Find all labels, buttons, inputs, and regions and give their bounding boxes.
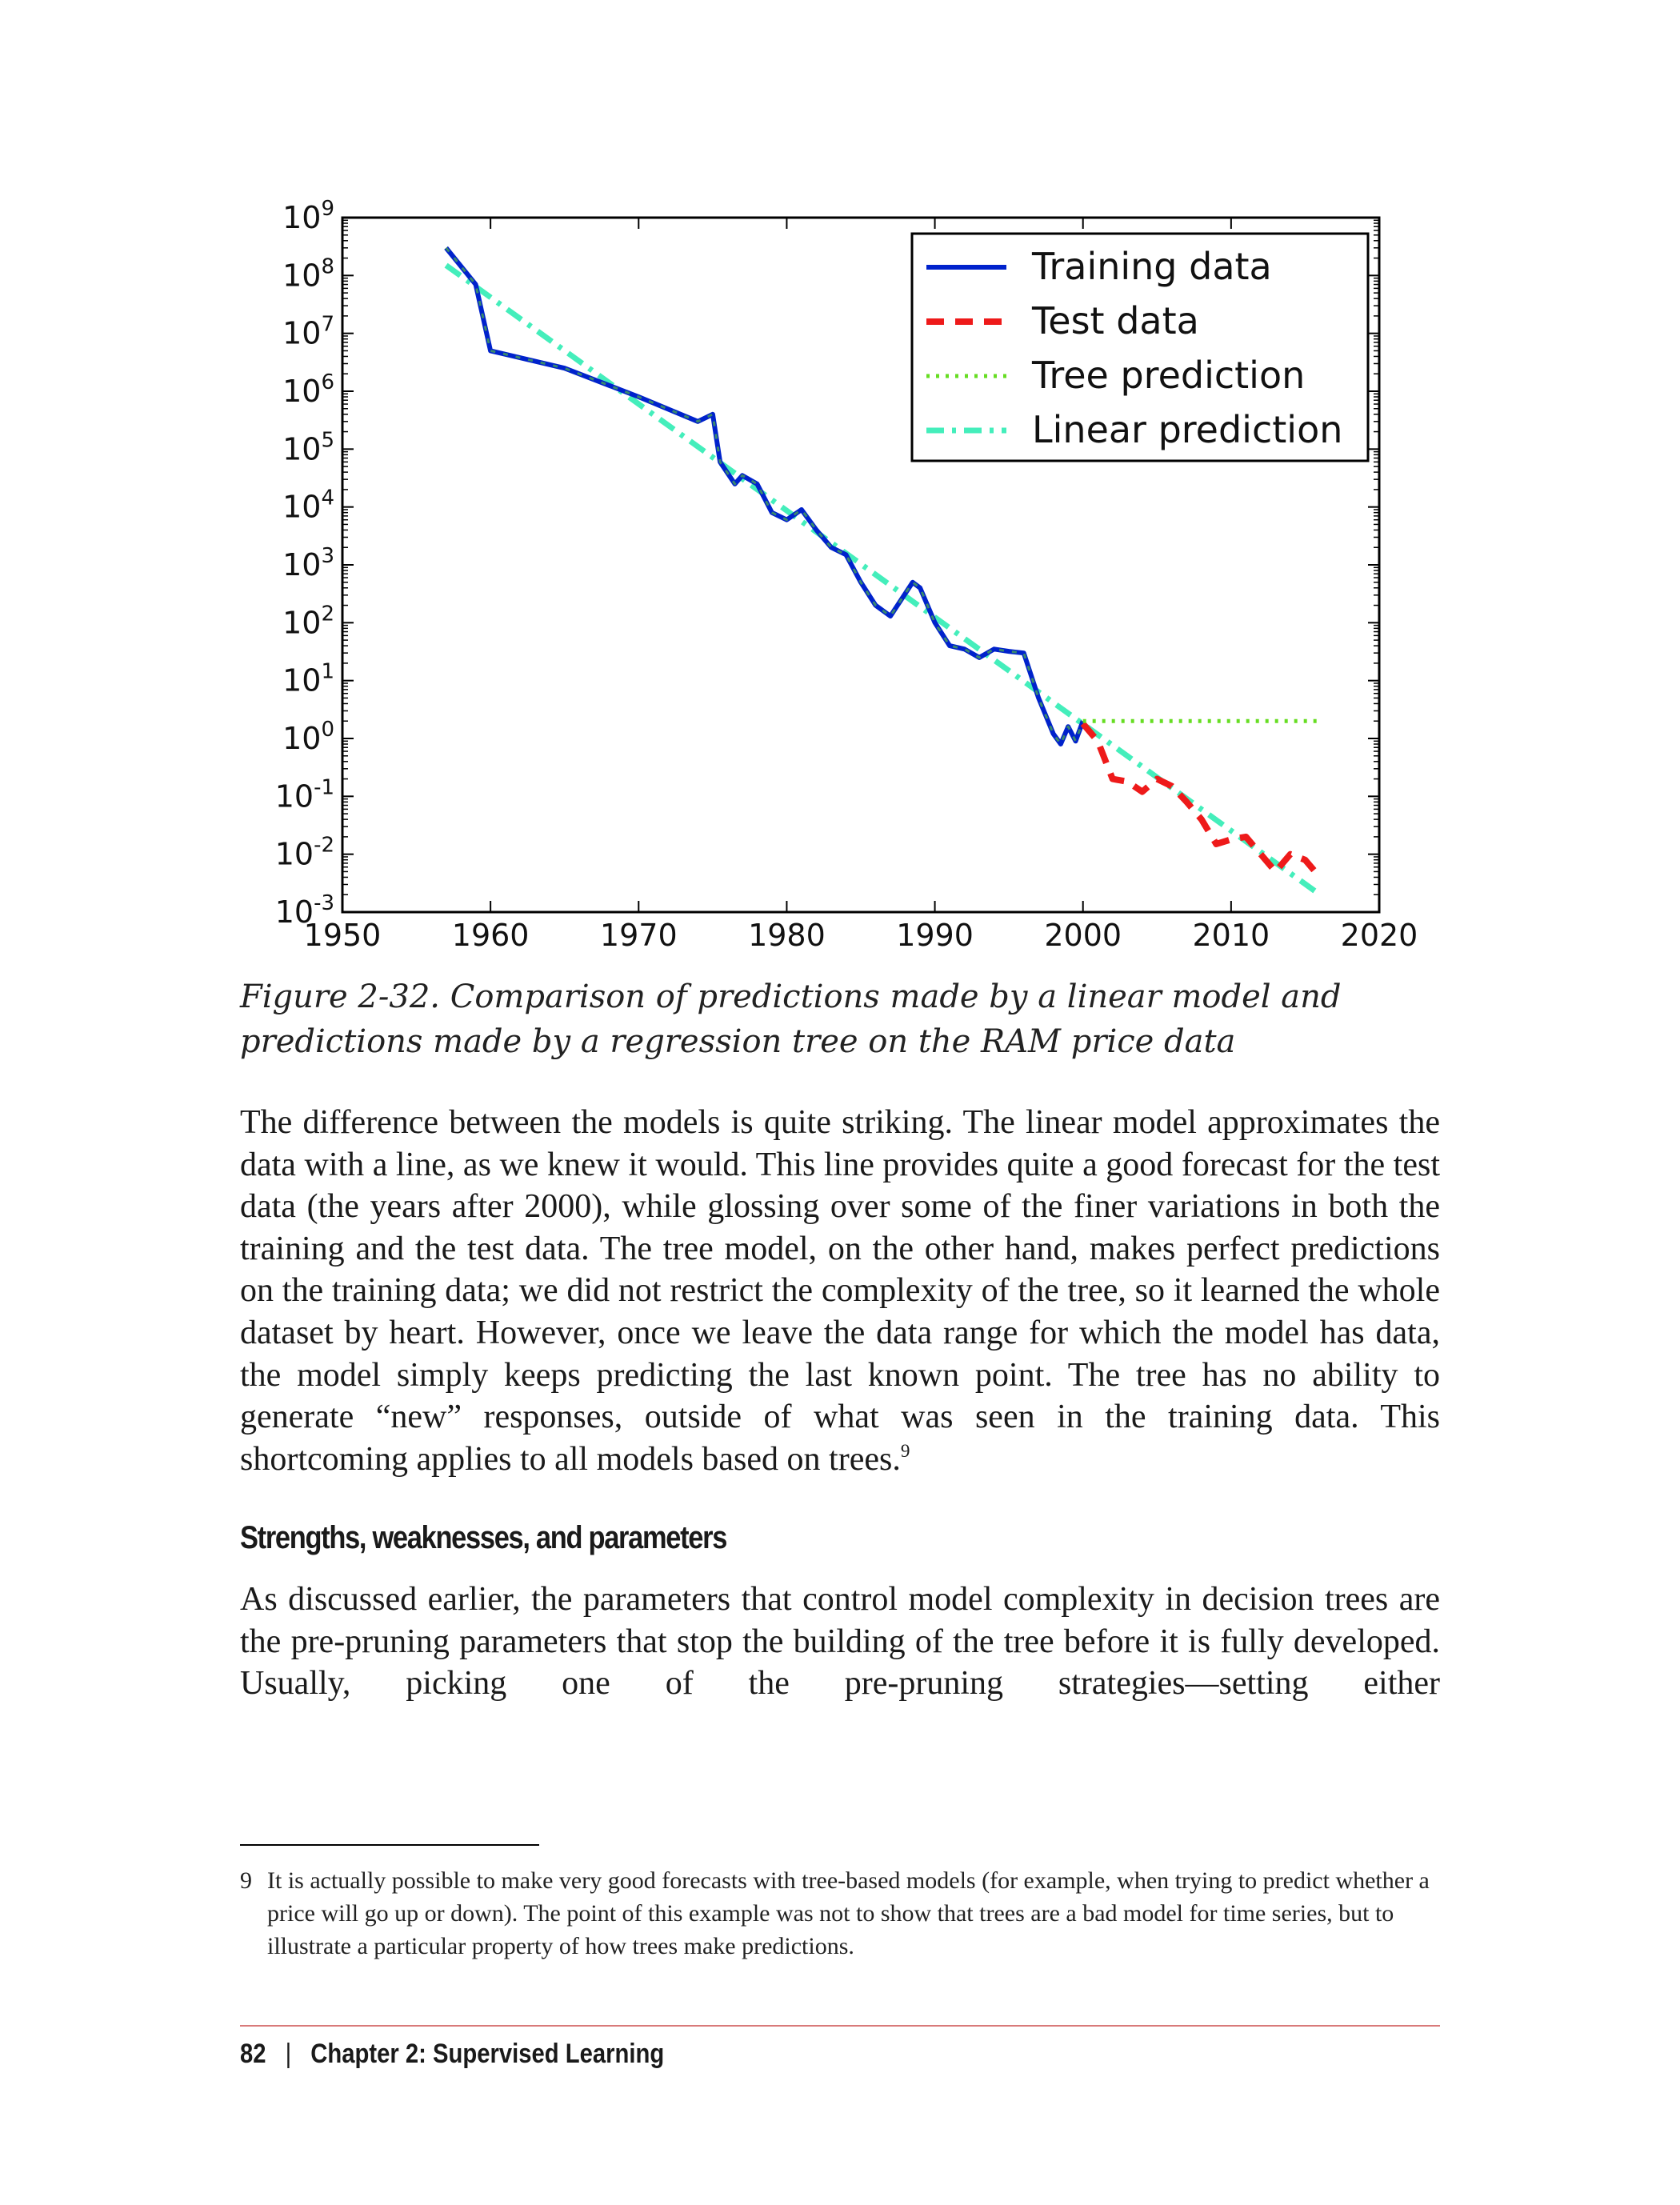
footnote: 9 It is actually possible to make very g… — [240, 1864, 1440, 1963]
y-tick-label: 100 — [282, 718, 334, 756]
paragraph-1-text: The difference between the models is qui… — [240, 1104, 1440, 1478]
legend-box — [910, 232, 1370, 462]
y-tick-label: 106 — [282, 370, 334, 409]
x-tick-label: 1950 — [304, 918, 382, 953]
body-paragraph-2: As discussed earlier, the parameters tha… — [240, 1581, 1440, 1703]
ram-price-chart: 1950 1960 1970 1980 1990 2000 2010 2020 109 108 10… — [275, 197, 1418, 953]
y-tick-label: 107 — [282, 313, 334, 351]
y-tick-label: 108 — [282, 254, 334, 293]
y-tick-label: 104 — [282, 486, 334, 525]
y-tick-label: 105 — [282, 428, 334, 466]
x-tick-label: 1980 — [748, 918, 826, 953]
x-tick-label: 1960 — [452, 918, 530, 953]
linear-prediction-line — [444, 262, 1322, 898]
y-tick-label: 10-1 — [275, 775, 334, 814]
y-tick-label: 101 — [282, 660, 334, 698]
chapter-title: Chapter 2: Supervised Learning — [310, 2039, 665, 2069]
figure-caption: Figure 2-32. Comparison of predictions m… — [240, 978, 1342, 1060]
y-tick-label: 10-2 — [275, 834, 334, 872]
page-number: 82 — [240, 2039, 266, 2069]
y-tick-label: 10-3 — [275, 891, 334, 930]
x-tick-label: 1970 — [600, 918, 678, 953]
x-tick-label: 1990 — [896, 918, 974, 953]
section-heading: Strengths, weaknesses, and parameters — [240, 1520, 727, 1555]
legend-label: Test data — [1031, 299, 1199, 342]
x-tick-label: 2020 — [1341, 918, 1418, 953]
footnote-divider — [240, 1844, 539, 1846]
footer-separator: | — [285, 2039, 292, 2069]
x-tick-label: 2010 — [1192, 918, 1270, 953]
y-tick-label: 109 — [282, 197, 334, 235]
y-tick-label: 103 — [282, 544, 334, 582]
legend-label: Tree prediction — [1031, 354, 1305, 397]
x-tick-label: 2000 — [1044, 918, 1122, 953]
footnote-number: 9 — [240, 1867, 252, 1894]
body-paragraph-1: The difference between the models is qui… — [240, 1102, 1440, 1480]
footer-divider — [240, 2025, 1440, 2027]
page-footer: 82 | Chapter 2: Supervised Learning — [240, 2039, 664, 2070]
footnote-ref[interactable]: 9 — [900, 1439, 910, 1461]
y-tick-label: 102 — [282, 602, 334, 640]
legend-label: Linear prediction — [1032, 408, 1342, 451]
test-data-line — [1080, 721, 1322, 880]
footnote-text: It is actually possible to make very goo… — [267, 1867, 1430, 1959]
tree-prediction-train-overlay — [445, 246, 1085, 746]
legend-label: Training data — [1031, 245, 1272, 288]
